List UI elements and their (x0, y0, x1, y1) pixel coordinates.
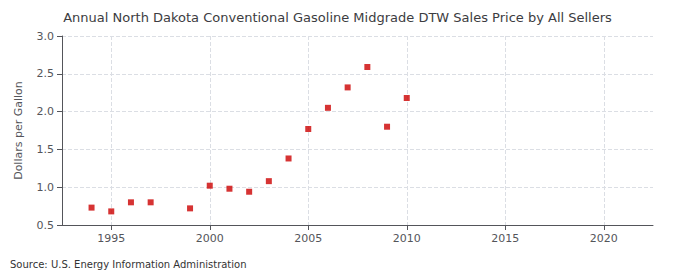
svg-text:Annual North Dakota Convention: Annual North Dakota Conventional Gasolin… (63, 10, 612, 25)
svg-text:2005: 2005 (294, 232, 322, 245)
svg-text:3.0: 3.0 (37, 30, 55, 43)
svg-text:2.5: 2.5 (37, 67, 55, 80)
svg-text:2000: 2000 (196, 232, 224, 245)
svg-text:2020: 2020 (590, 232, 618, 245)
svg-text:Dollars per Gallon: Dollars per Gallon (12, 81, 25, 180)
svg-text:1995: 1995 (97, 232, 125, 245)
svg-text:1.0: 1.0 (37, 181, 55, 194)
svg-text:2015: 2015 (491, 232, 519, 245)
svg-text:Source: U.S. Energy Informatio: Source: U.S. Energy Information Administ… (10, 259, 247, 270)
svg-text:2010: 2010 (393, 232, 421, 245)
svg-text:0.5: 0.5 (37, 219, 55, 232)
svg-text:1.5: 1.5 (37, 143, 55, 156)
svg-text:2.0: 2.0 (37, 105, 55, 118)
